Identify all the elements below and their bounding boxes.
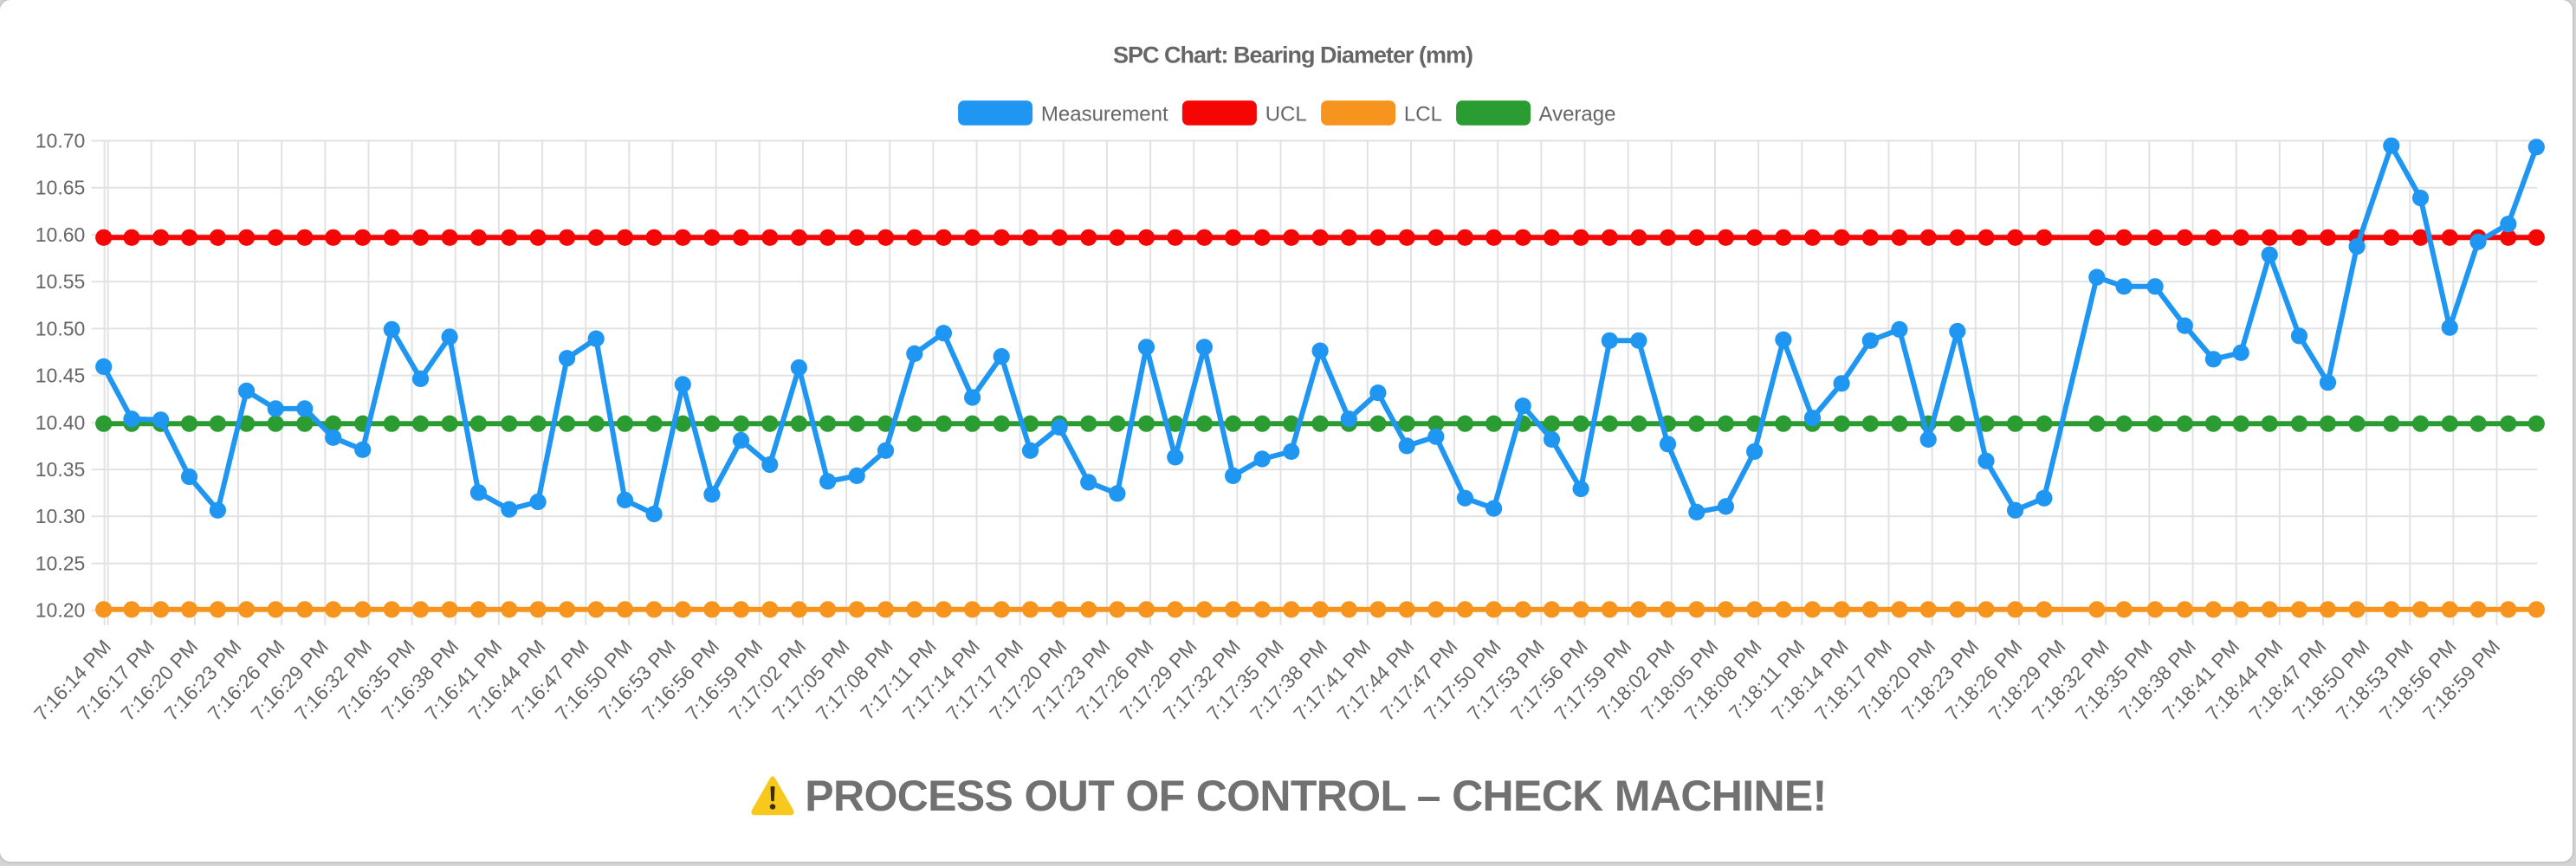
- svg-text:LCL: LCL: [1404, 102, 1442, 126]
- svg-text:10.20: 10.20: [36, 599, 86, 622]
- svg-text:10.45: 10.45: [36, 365, 86, 387]
- svg-text:UCL: UCL: [1265, 102, 1307, 126]
- svg-text:Average: Average: [1539, 102, 1616, 126]
- svg-text:10.30: 10.30: [36, 505, 86, 527]
- svg-text:10.35: 10.35: [36, 458, 86, 481]
- svg-text:10.25: 10.25: [36, 553, 86, 575]
- svg-text:10.50: 10.50: [36, 317, 86, 339]
- svg-text:10.65: 10.65: [36, 177, 86, 199]
- svg-text:10.55: 10.55: [36, 270, 86, 293]
- svg-text:10.60: 10.60: [36, 223, 86, 246]
- svg-text:10.40: 10.40: [36, 411, 86, 434]
- svg-text:10.70: 10.70: [36, 129, 86, 152]
- svg-text:Measurement: Measurement: [1041, 102, 1168, 126]
- svg-text:SPC Chart: Bearing Diameter (m: SPC Chart: Bearing Diameter (mm): [1113, 42, 1472, 68]
